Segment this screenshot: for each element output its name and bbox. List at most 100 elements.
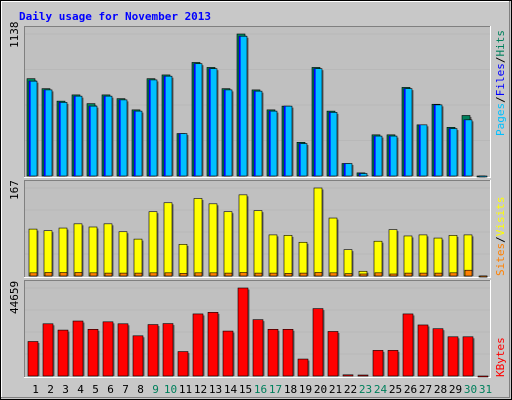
x-tick-label: 22 [344,383,357,396]
files-edge-day-4 [74,96,76,176]
x-tick-label: 1 [32,383,39,396]
visits-bar-day-27 [418,234,428,277]
visits-bar-day-5 [88,226,98,277]
kbytes-bar-day-5 [87,328,99,377]
kbytes-bar-day-30 [462,336,474,377]
kbytes-bar-day-25 [387,350,399,377]
sites-bar-day-26 [404,272,413,277]
sites-bar-day-9 [149,272,158,277]
chart-panels [24,26,491,378]
files-edge-day-14 [224,89,226,176]
kbytes-bar-day-2 [42,323,54,377]
x-tick-label: 5 [92,383,99,396]
x-tick-label: 6 [107,383,114,396]
files-edge-day-27 [419,124,421,176]
kbytes-bar-day-21 [327,331,339,377]
kbytes-bar-day-7 [117,323,129,377]
sites-bar-day-29 [449,272,458,277]
sites-bar-day-12 [194,272,203,277]
sites-bar-day-16 [254,272,263,277]
sites-bar-day-11 [179,273,188,277]
kbytes-bar-day-15 [237,287,249,377]
x-tick-label: 7 [122,383,129,396]
x-tick-label: 13 [209,383,222,396]
visits-bar-day-13 [208,203,218,277]
sites-bar-day-28 [434,272,443,277]
legend-sep-1: / [494,96,507,103]
sites-bar-day-6 [104,272,113,277]
sites-bar-day-7 [119,272,128,277]
files-edge-day-18 [284,106,286,176]
visits-bar-day-19 [298,241,308,277]
sites-bar-day-30 [464,269,473,277]
x-tick-label: 26 [404,383,417,396]
x-tick-label: 8 [137,383,144,396]
visits-bar-day-12 [193,198,203,277]
kbytes-bar-day-1 [27,341,39,377]
sites-bar-day-21 [329,272,338,277]
x-tick-label: 11 [179,383,192,396]
sites-bar-day-8 [134,272,143,277]
legend-panel1: Pages/Files/Hits [494,30,507,136]
x-tick-label: 21 [329,383,342,396]
files-edge-day-5 [89,106,91,176]
kbytes-bar-day-26 [402,313,414,377]
files-edge-day-28 [434,104,436,176]
visits-bar-day-24 [373,240,383,277]
panel3-max-label: 44659 [8,281,21,314]
kbytes-bar-day-22 [342,374,354,377]
files-edge-day-19 [299,143,301,176]
kbytes-bar-day-6 [102,321,114,377]
x-tick-label: 17 [269,383,282,396]
visits-bar-day-9 [148,211,158,277]
sites-bar-day-31 [479,275,488,278]
kbytes-bar-day-13 [207,312,219,377]
sites-bar-day-22 [344,273,353,277]
kbytes-bar-day-11 [177,351,189,377]
x-tick-label: 27 [419,383,432,396]
sites-bar-day-19 [299,272,308,277]
visits-bar-day-20 [313,187,323,277]
files-edge-day-3 [59,102,61,176]
kbytes-bar-day-19 [297,358,309,377]
visits-bar-day-21 [328,217,338,277]
visits-bar-day-1 [28,228,38,277]
x-tick-label: 19 [299,383,312,396]
visits-bar-day-4 [73,223,83,277]
files-edge-day-6 [104,96,106,176]
x-tick-label: 9 [152,383,159,396]
files-edge-day-23 [359,173,361,176]
sites-bar-day-13 [209,272,218,277]
legend-sep-3: / [494,236,507,243]
legend-files: Files [494,63,507,96]
kbytes-bar-day-8 [132,335,144,377]
files-edge-day-25 [389,136,391,176]
files-edge-day-17 [269,111,271,176]
sites-bar-day-5 [89,272,98,277]
sites-bar-day-10 [164,272,173,277]
visits-bar-day-14 [223,211,233,277]
visits-bar-day-26 [403,235,413,277]
files-edge-day-12 [194,63,196,176]
files-edge-day-26 [404,88,406,176]
visits-bar-day-28 [433,237,443,277]
legend-visits: Visits [494,197,507,237]
files-edge-day-21 [329,112,331,176]
legend-sep-2: / [494,57,507,64]
legend-sites: Sites [494,243,507,276]
sites-bar-day-2 [44,272,53,277]
sites-bar-day-15 [239,272,248,277]
visits-bar-day-29 [448,235,458,277]
legend-pages: Pages [494,103,507,136]
legend-panel2: Sites/Visits [494,197,507,277]
visits-bar-day-11 [178,244,188,277]
x-tick-label: 25 [389,383,402,396]
x-tick-label: 16 [254,383,267,396]
visits-bar-day-2 [43,230,53,277]
x-tick-label: 3 [62,383,69,396]
visits-bar-day-8 [133,238,143,277]
x-tick-label: 23 [359,383,372,396]
x-tick-label: 30 [464,383,477,396]
kbytes-bar-day-24 [372,350,384,377]
